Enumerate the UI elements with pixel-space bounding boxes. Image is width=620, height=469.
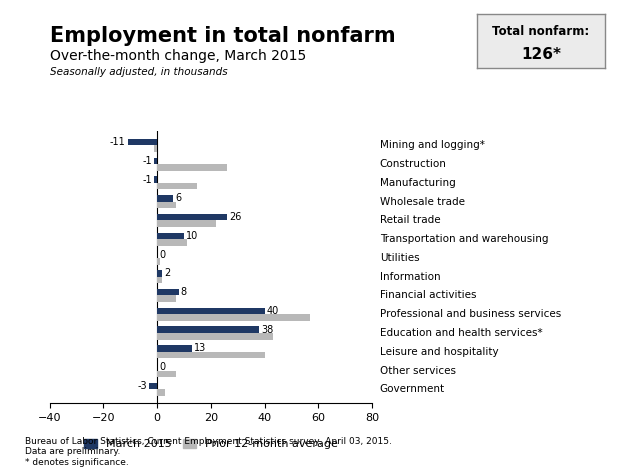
- Text: 13: 13: [194, 343, 206, 354]
- Text: Government: Government: [380, 384, 445, 394]
- Text: 126*: 126*: [521, 47, 561, 62]
- Bar: [157, 195, 173, 202]
- Text: Professional and business services: Professional and business services: [380, 309, 561, 319]
- Bar: [157, 314, 310, 321]
- Bar: [128, 139, 157, 145]
- Text: 40: 40: [267, 306, 279, 316]
- Bar: [157, 277, 162, 283]
- Text: Total nonfarm:: Total nonfarm:: [492, 25, 590, 38]
- Bar: [157, 202, 176, 208]
- Bar: [157, 220, 216, 227]
- Bar: [157, 258, 160, 265]
- Text: Over-the-month change, March 2015: Over-the-month change, March 2015: [50, 49, 306, 63]
- Text: Utilities: Utilities: [380, 253, 420, 263]
- Text: -1: -1: [143, 156, 153, 166]
- Text: 2: 2: [164, 268, 171, 279]
- Text: Information: Information: [380, 272, 440, 282]
- Text: Transportation and warehousing: Transportation and warehousing: [380, 234, 548, 244]
- Text: -1: -1: [143, 174, 153, 185]
- Bar: [157, 345, 192, 352]
- Text: 6: 6: [175, 193, 182, 204]
- Bar: [157, 389, 165, 396]
- Bar: [157, 326, 259, 333]
- Text: Bureau of Labor Statistics, Current Employment Statistics survey, April 03, 2015: Bureau of Labor Statistics, Current Empl…: [25, 437, 392, 467]
- Text: -11: -11: [110, 137, 125, 147]
- Text: Wholesale trade: Wholesale trade: [380, 197, 465, 207]
- Bar: [157, 270, 162, 277]
- Text: Construction: Construction: [380, 159, 446, 169]
- Bar: [154, 176, 157, 183]
- Text: 0: 0: [159, 362, 166, 372]
- Text: Employment in total nonfarm: Employment in total nonfarm: [50, 26, 395, 46]
- Bar: [157, 333, 273, 340]
- Text: Manufacturing: Manufacturing: [380, 178, 456, 188]
- Legend: March 2015, Prior 12-month average: March 2015, Prior 12-month average: [84, 439, 338, 449]
- Bar: [157, 308, 265, 314]
- Bar: [157, 183, 197, 189]
- Bar: [157, 239, 187, 246]
- Bar: [154, 145, 157, 152]
- Bar: [157, 352, 265, 358]
- Text: 26: 26: [229, 212, 241, 222]
- Text: Seasonally adjusted, in thousands: Seasonally adjusted, in thousands: [50, 67, 227, 76]
- Text: -3: -3: [137, 381, 147, 391]
- Bar: [157, 164, 227, 171]
- Bar: [154, 158, 157, 164]
- Bar: [157, 295, 176, 302]
- Bar: [157, 289, 179, 295]
- Text: Retail trade: Retail trade: [380, 215, 440, 226]
- Text: Leisure and hospitality: Leisure and hospitality: [380, 347, 498, 357]
- Bar: [149, 383, 157, 389]
- Text: 38: 38: [261, 325, 273, 335]
- Text: Other services: Other services: [380, 365, 456, 376]
- Bar: [157, 214, 227, 220]
- Bar: [157, 371, 176, 377]
- Text: Financial activities: Financial activities: [380, 290, 476, 301]
- Text: 0: 0: [159, 250, 166, 260]
- Text: 10: 10: [186, 231, 198, 241]
- Bar: [157, 233, 184, 239]
- Text: Mining and logging*: Mining and logging*: [380, 140, 485, 151]
- Text: 8: 8: [180, 287, 187, 297]
- Text: Education and health services*: Education and health services*: [380, 328, 542, 338]
